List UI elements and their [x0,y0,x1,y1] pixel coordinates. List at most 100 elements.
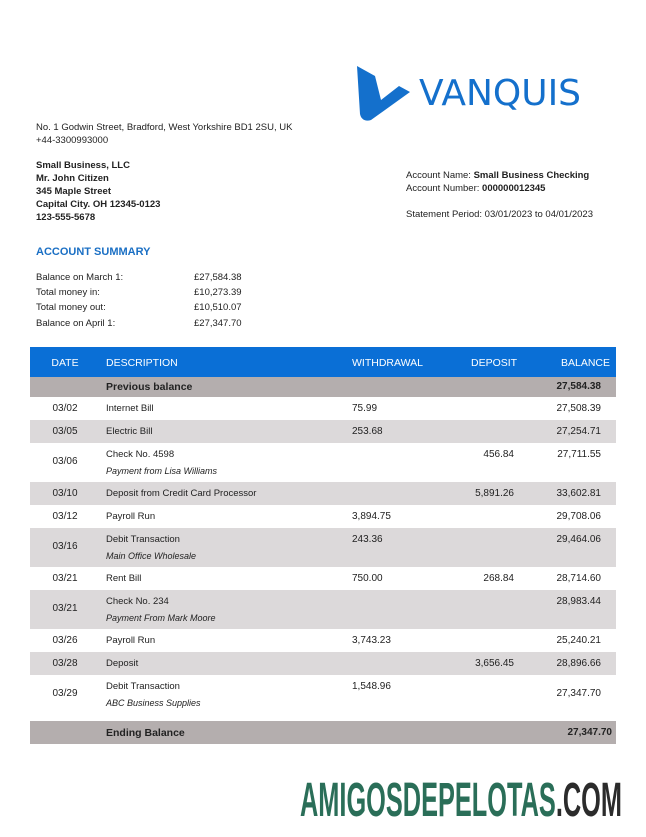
table-row: 03/21 Rent Bill 750.00 268.84 28,714.60 [30,567,616,590]
bank-phone: +44-3300993000 [36,135,109,146]
account-number: 000000012345 [482,183,546,194]
header-balance: BALANCE [560,357,610,369]
summary-value: £10,510.07 [194,302,242,313]
cell-description-sub: Payment From Mark Moore [106,613,216,623]
cell-date: 03/26 [52,635,78,646]
cell-date: 03/21 [52,603,78,614]
cell-deposit: 268.84 [483,573,514,584]
account-info: Account Name: Small Business Checking Ac… [406,169,593,221]
table-row: 03/06 Check No. 4598 Payment from Lisa Wil… [30,443,616,482]
cell-description: Deposit [106,658,139,669]
cell-description-sub: Main Office Wholesale [106,551,197,561]
customer-line: Capital City. OH 12345-0123 [36,199,161,210]
watermark: AMIGOSDEPELOTAS.COM [300,774,622,822]
summary-row: Total money in: £10,273.39 [36,286,256,299]
cell-withdrawal: 243.36 [352,534,383,545]
cell-date: 03/28 [52,658,78,669]
account-summary-title: ACCOUNT SUMMARY [36,246,151,258]
cell-date: 03/06 [52,456,78,467]
customer-line: Mr. John Citizen [36,173,109,184]
customer-line: 123-555-5678 [36,212,96,223]
ending-balance-label: Ending Balance [106,727,185,739]
table-row: 03/21 Check No. 234 Payment From Mark Moor… [30,590,616,629]
table-row: 03/12 Payroll Run 3,894.75 29,708.06 [30,505,616,528]
cell-description: Internet Bill [106,403,154,414]
cell-withdrawal: 3,743.23 [352,635,391,646]
cell-withdrawal: 3,894.75 [352,511,391,522]
ending-balance-row: Ending Balance 27,347.70 [30,721,616,744]
summary-label: Balance on April 1: [36,318,116,329]
cell-deposit: 3,656.45 [475,658,514,669]
cell-withdrawal: 253.68 [352,426,383,437]
cell-balance: 27,254.71 [556,426,602,437]
ending-balance-value: 27,347.70 [567,727,613,738]
cell-description-sub: ABC Business Supplies [106,698,201,708]
header-date: DATE [51,357,79,369]
summary-row: Balance on April 1: £27,347.70 [36,317,256,330]
account-name: Small Business Checking [473,170,590,181]
vanquis-logo: VANQUIS [355,64,581,122]
cell-date: 03/29 [52,688,78,699]
table-row: 03/10 Deposit from Credit Card Processor 5… [30,482,616,505]
cell-withdrawal: 1,548.96 [352,681,391,692]
summary-value: £27,347.70 [194,318,242,329]
customer-address: Small Business, LLC Mr. John Citizen 345… [36,159,160,224]
table-row: 03/02 Internet Bill 75.99 27,508.39 [30,397,616,420]
cell-description: Check No. 4598 [106,449,175,460]
table-row: 03/28 Deposit 3,656.45 28,896.66 [30,652,616,675]
account-number-label: Account Number: [406,183,483,194]
table-row: 03/26 Payroll Run 3,743.23 25,240.21 [30,629,616,652]
cell-balance: 28,896.66 [556,658,602,669]
brand-name: VANQUIS [419,72,582,114]
cell-balance: 33,602.81 [556,488,602,499]
table-row: 03/16 Debit Transaction Main Office Wholes… [30,528,616,567]
vanquis-v-icon [357,66,410,121]
account-name-label: Account Name: [406,170,474,181]
cell-balance: 25,240.21 [556,635,602,646]
table-row: 03/05 Electric Bill 253.68 27,254.71 [30,420,616,443]
cell-description: Debit Transaction [106,681,180,692]
cell-deposit: 5,891.26 [475,488,514,499]
table-row: 03/29 Debit Transaction ABC Business Suppl… [30,675,616,714]
cell-description: Payroll Run [106,511,156,522]
summary-value: £10,273.39 [194,287,242,298]
cell-description: Check No. 234 [106,596,169,607]
bank-address: No. 1 Godwin Street, Bradford, West York… [36,121,292,147]
cell-withdrawal: 750.00 [352,573,383,584]
table-body: 03/02 Internet Bill 75.99 27,508.39 03/05 Ele… [30,397,616,714]
cell-description: Payroll Run [106,635,156,646]
table-header: DATE DESCRIPTION WITHDRAWAL DEPOSIT BALA… [30,347,616,377]
bank-address-line: No. 1 Godwin Street, Bradford, West York… [36,122,293,133]
summary-value: £27,584.38 [194,272,242,283]
customer-line: Small Business, LLC [36,160,130,171]
header-withdrawal: WITHDRAWAL [352,357,423,369]
cell-description: Deposit from Credit Card Processor [106,488,257,499]
statement-period: Statement Period: 03/01/2023 to 04/01/20… [406,209,593,220]
cell-date: 03/12 [52,511,78,522]
watermark-main: AMIGOSDEPELOTAS [300,774,556,822]
cell-balance: 27,347.70 [556,688,602,699]
cell-description: Debit Transaction [106,534,180,545]
previous-balance-value: 27,584.38 [556,381,602,392]
cell-description: Rent Bill [106,573,142,584]
cell-balance: 29,708.06 [556,511,602,522]
cell-balance: 29,464.06 [556,534,602,545]
transactions-table: DATE DESCRIPTION WITHDRAWAL DEPOSIT BALA… [30,347,616,744]
header-description: DESCRIPTION [106,357,178,369]
cell-balance: 27,711.55 [557,449,601,460]
summary-label: Balance on March 1: [36,272,124,283]
previous-balance-row: Previous balance 27,584.38 [30,377,616,397]
cell-withdrawal: 75.99 [352,403,378,414]
cell-description-sub: Payment from Lisa Williams [106,466,217,476]
cell-description: Electric Bill [106,426,153,437]
watermark-tld: .COM [556,774,622,822]
summary-row: Balance on March 1: £27,584.38 [36,271,256,284]
previous-balance-label: Previous balance [106,381,193,393]
cell-balance: 28,983.44 [556,596,602,607]
svg-text:AMIGOSDEPELOTAS.COM: AMIGOSDEPELOTAS.COM [300,774,622,822]
cell-balance: 27,508.39 [556,403,602,414]
cell-balance: 28,714.60 [556,573,602,584]
cell-date: 03/02 [52,403,78,414]
cell-date: 03/21 [52,573,78,584]
summary-label: Total money in: [36,287,100,298]
